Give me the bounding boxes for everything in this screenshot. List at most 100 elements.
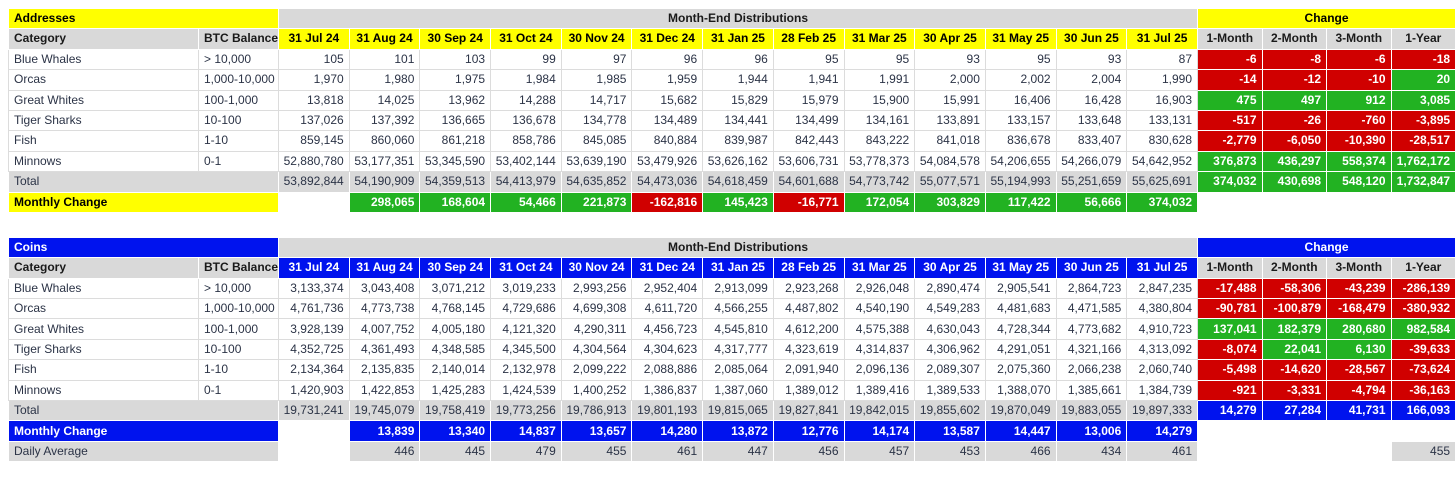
change-cell: -168,479 bbox=[1326, 298, 1392, 320]
total-value: 19,758,419 bbox=[419, 400, 492, 422]
month-header: 30 Jun 25 bbox=[1055, 28, 1128, 50]
change-cell: 982,584 bbox=[1390, 318, 1456, 340]
value-cell: 4,481,683 bbox=[984, 298, 1057, 320]
value-cell: 3,071,212 bbox=[419, 277, 492, 300]
balance-cell: 0-1 bbox=[198, 150, 279, 173]
daily-average-value: 434 bbox=[1055, 440, 1128, 463]
total-label: Total bbox=[8, 400, 279, 422]
change-col-header: 1-Year bbox=[1390, 257, 1456, 279]
value-cell: 4,317,777 bbox=[702, 338, 774, 361]
empty-cell bbox=[1326, 440, 1392, 463]
value-cell: 4,545,810 bbox=[702, 318, 774, 340]
value-cell: 15,979 bbox=[772, 89, 845, 111]
total-value: 19,786,913 bbox=[560, 400, 633, 422]
month-header: 30 Nov 24 bbox=[560, 28, 633, 50]
change-col-header: 1-Month bbox=[1197, 28, 1263, 50]
total-change: 548,120 bbox=[1326, 171, 1392, 193]
month-header: 31 Dec 24 bbox=[631, 28, 704, 50]
value-cell: 2,075,360 bbox=[984, 359, 1057, 381]
value-cell: 54,084,578 bbox=[914, 150, 986, 173]
value-cell: 96 bbox=[631, 48, 704, 71]
value-cell: 134,778 bbox=[560, 109, 633, 132]
value-cell: 840,884 bbox=[631, 130, 704, 152]
balance-cell: 100-1,000 bbox=[198, 318, 279, 340]
value-cell: 1,424,539 bbox=[490, 379, 562, 402]
change-cell: -3,331 bbox=[1261, 379, 1328, 402]
change-col-header: 2-Month bbox=[1261, 257, 1328, 279]
total-value: 19,855,602 bbox=[914, 400, 986, 422]
value-cell: 2,089,307 bbox=[914, 359, 986, 381]
value-cell: 4,323,619 bbox=[772, 338, 845, 361]
value-cell: 1,991 bbox=[843, 69, 916, 91]
value-cell: 54,642,952 bbox=[1126, 150, 1199, 173]
change-cell: -3,895 bbox=[1390, 109, 1456, 132]
value-cell: 1,959 bbox=[631, 69, 704, 91]
value-cell: 2,091,940 bbox=[772, 359, 845, 381]
change-cell: -90,781 bbox=[1197, 298, 1263, 320]
value-cell: 4,352,725 bbox=[278, 338, 350, 361]
coins-title: Coins bbox=[8, 236, 279, 259]
change-cell: 436,297 bbox=[1261, 150, 1328, 173]
value-cell: 53,177,351 bbox=[348, 150, 421, 173]
change-banner: Change bbox=[1197, 7, 1456, 30]
value-cell: 15,682 bbox=[631, 89, 704, 111]
value-cell: 53,345,590 bbox=[419, 150, 492, 173]
monthly-change-value: 56,666 bbox=[1055, 191, 1128, 213]
value-cell: 4,304,564 bbox=[560, 338, 633, 361]
value-cell: 133,648 bbox=[1055, 109, 1128, 132]
value-cell: 4,773,738 bbox=[348, 298, 421, 320]
value-cell: 4,456,723 bbox=[631, 318, 704, 340]
monthly-change-label: Monthly Change bbox=[8, 420, 279, 442]
value-cell: 136,665 bbox=[419, 109, 492, 132]
value-cell: 14,025 bbox=[348, 89, 421, 111]
monthly-change-label: Monthly Change bbox=[8, 191, 279, 213]
change-col-header: 1-Year bbox=[1390, 28, 1456, 50]
value-cell: 4,761,736 bbox=[278, 298, 350, 320]
total-change: 27,284 bbox=[1261, 400, 1328, 422]
value-cell: 1,944 bbox=[702, 69, 774, 91]
value-cell: 2,926,048 bbox=[843, 277, 916, 300]
value-cell: 1,387,060 bbox=[702, 379, 774, 402]
change-cell: 1,762,172 bbox=[1390, 150, 1456, 173]
value-cell: 54,206,655 bbox=[984, 150, 1057, 173]
change-cell: -10,390 bbox=[1326, 130, 1392, 152]
daily-average-value: 446 bbox=[348, 440, 421, 463]
empty-cell bbox=[1261, 191, 1328, 213]
value-cell: 1,389,533 bbox=[914, 379, 986, 402]
value-cell: 4,321,166 bbox=[1055, 338, 1128, 361]
empty-cell bbox=[1390, 420, 1456, 442]
total-value: 54,618,459 bbox=[702, 171, 774, 193]
value-cell: 53,639,190 bbox=[560, 150, 633, 173]
total-value: 19,815,065 bbox=[702, 400, 774, 422]
total-value: 55,251,659 bbox=[1055, 171, 1128, 193]
value-cell: 15,900 bbox=[843, 89, 916, 111]
value-cell: 4,549,283 bbox=[914, 298, 986, 320]
change-cell: -6 bbox=[1326, 48, 1392, 71]
value-cell: 93 bbox=[914, 48, 986, 71]
value-cell: 2,847,235 bbox=[1126, 277, 1199, 300]
empty-cell bbox=[278, 420, 350, 442]
value-cell: 52,880,780 bbox=[278, 150, 350, 173]
value-cell: 2,096,136 bbox=[843, 359, 916, 381]
change-cell: -28,567 bbox=[1326, 359, 1392, 381]
value-cell: 1,389,416 bbox=[843, 379, 916, 402]
month-header: 31 Jan 25 bbox=[702, 257, 774, 279]
value-cell: 134,441 bbox=[702, 109, 774, 132]
daily-average-value: 466 bbox=[984, 440, 1057, 463]
value-cell: 3,133,374 bbox=[278, 277, 350, 300]
monthly-change-value: 14,447 bbox=[984, 420, 1057, 442]
value-cell: 4,313,092 bbox=[1126, 338, 1199, 361]
monthly-change-value: 13,657 bbox=[560, 420, 633, 442]
value-cell: 839,987 bbox=[702, 130, 774, 152]
value-cell: 134,161 bbox=[843, 109, 916, 132]
empty-cell bbox=[1261, 420, 1328, 442]
change-cell: 280,680 bbox=[1326, 318, 1392, 340]
balance-cell: 1,000-10,000 bbox=[198, 298, 279, 320]
value-cell: 2,085,064 bbox=[702, 359, 774, 381]
change-cell: -36,163 bbox=[1390, 379, 1456, 402]
balance-cell: 10-100 bbox=[198, 338, 279, 361]
month-header: 30 Apr 25 bbox=[914, 257, 986, 279]
total-change: 374,032 bbox=[1197, 171, 1263, 193]
total-value: 55,077,571 bbox=[914, 171, 986, 193]
change-cell: -6,050 bbox=[1261, 130, 1328, 152]
